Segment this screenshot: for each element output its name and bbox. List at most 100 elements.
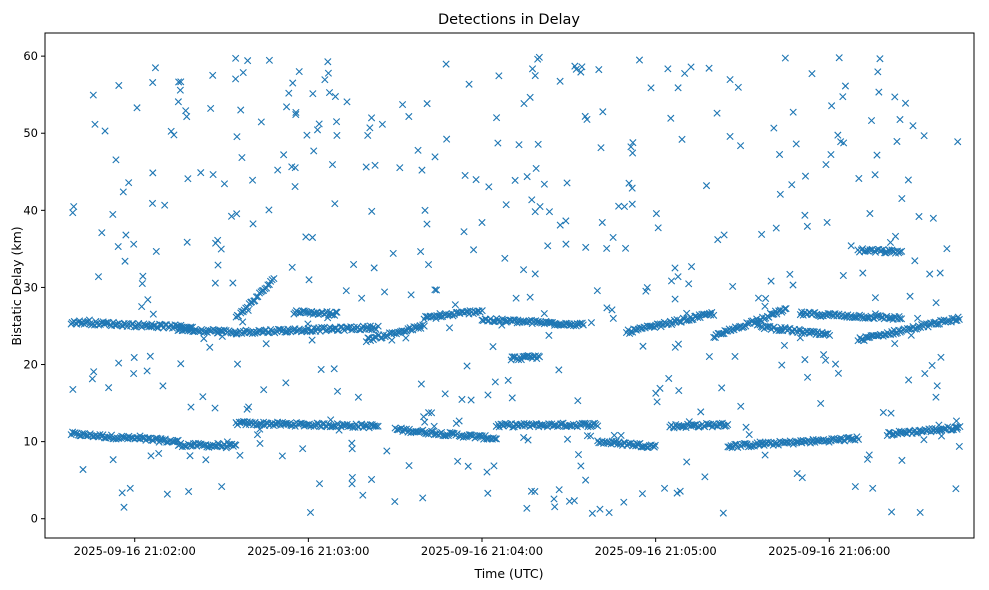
- data-point: [863, 314, 871, 322]
- data-point: [754, 320, 762, 328]
- data-point: [232, 75, 240, 83]
- data-point: [940, 425, 948, 433]
- data-point: [651, 441, 659, 449]
- data-point: [119, 188, 127, 196]
- data-point: [745, 430, 753, 439]
- data-point: [701, 311, 709, 319]
- data-point: [187, 403, 195, 411]
- data-point: [308, 233, 317, 242]
- data-point: [209, 71, 217, 79]
- data-point: [182, 326, 190, 334]
- data-point: [687, 63, 695, 71]
- data-point: [527, 487, 536, 495]
- data-point: [933, 382, 941, 390]
- data-point: [419, 494, 427, 502]
- data-point: [378, 120, 386, 128]
- data-point: [374, 422, 382, 430]
- data-point: [149, 310, 157, 318]
- data-point: [633, 440, 641, 448]
- data-point: [515, 141, 523, 149]
- data-point: [144, 296, 152, 304]
- data-point: [620, 498, 628, 506]
- data-point: [737, 402, 745, 410]
- data-point: [937, 432, 946, 440]
- data-point: [789, 281, 797, 289]
- data-point: [796, 334, 804, 342]
- data-point: [383, 447, 391, 455]
- data-point: [256, 425, 264, 433]
- data-point: [519, 266, 528, 274]
- data-point: [767, 310, 776, 318]
- data-point: [388, 336, 396, 344]
- data-point: [441, 390, 449, 398]
- data-point: [538, 421, 547, 429]
- data-point: [840, 139, 848, 147]
- data-point: [904, 176, 912, 184]
- data-point: [249, 220, 257, 228]
- data-point: [374, 322, 382, 330]
- data-point: [398, 100, 407, 109]
- data-point: [159, 382, 167, 390]
- data-point: [775, 150, 784, 159]
- data-point: [495, 72, 503, 80]
- data-point: [333, 131, 341, 140]
- data-point: [702, 182, 711, 190]
- data-point: [574, 451, 583, 459]
- data-point: [762, 294, 770, 303]
- data-point: [647, 84, 655, 92]
- data-point: [526, 93, 534, 101]
- y-tick-label: 20: [23, 358, 38, 372]
- data-point: [185, 487, 193, 496]
- data-point: [276, 419, 284, 427]
- data-point: [256, 439, 264, 448]
- data-point: [789, 108, 797, 116]
- data-point: [556, 77, 564, 85]
- data-point: [105, 384, 113, 392]
- data-point: [578, 63, 586, 71]
- x-tick-label: 2025-09-16 21:03:00: [247, 544, 369, 558]
- data-point: [182, 107, 190, 115]
- data-point: [535, 353, 544, 361]
- data-point: [550, 495, 558, 503]
- data-point: [936, 269, 944, 277]
- data-point: [460, 228, 468, 236]
- data-point: [674, 84, 682, 92]
- data-point: [458, 395, 466, 403]
- data-point: [130, 369, 138, 378]
- data-point: [253, 431, 262, 439]
- data-point: [952, 485, 960, 493]
- data-point: [776, 326, 785, 334]
- data-point: [822, 161, 830, 169]
- data-point: [233, 210, 241, 218]
- data-point: [354, 393, 362, 401]
- data-point: [596, 505, 604, 513]
- data-point: [330, 365, 338, 373]
- data-point: [911, 257, 919, 265]
- data-point: [368, 207, 376, 215]
- data-point: [603, 244, 611, 252]
- data-point: [520, 433, 528, 442]
- data-point: [282, 103, 291, 111]
- data-point: [501, 254, 509, 262]
- data-point: [885, 314, 893, 322]
- data-point: [851, 483, 859, 491]
- data-point: [599, 108, 607, 116]
- data-point: [402, 334, 410, 342]
- data-point: [877, 246, 885, 255]
- data-point: [202, 456, 210, 464]
- data-point: [874, 68, 882, 76]
- data-point: [842, 434, 851, 442]
- data-point: [823, 218, 831, 227]
- data-point: [898, 195, 906, 203]
- data-point: [587, 319, 596, 327]
- data-point: [660, 484, 669, 492]
- data-point: [776, 190, 784, 198]
- data-point: [285, 89, 293, 97]
- data-point: [255, 326, 263, 334]
- data-point: [445, 324, 454, 332]
- data-point: [731, 352, 739, 360]
- data-point: [639, 342, 647, 350]
- data-point: [667, 114, 675, 122]
- data-point: [610, 431, 618, 439]
- data-point: [948, 314, 956, 322]
